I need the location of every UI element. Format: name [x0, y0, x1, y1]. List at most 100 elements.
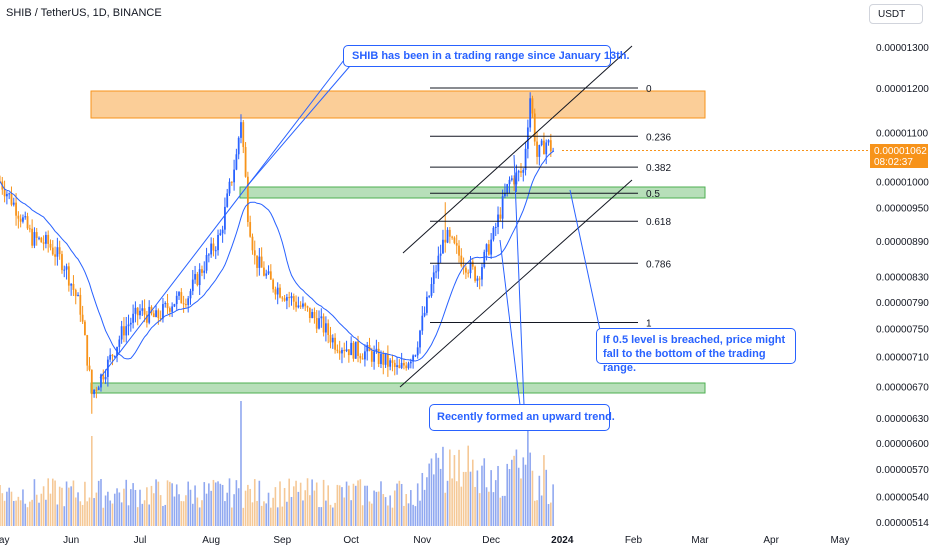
candle-body — [517, 171, 520, 173]
volume-bar — [387, 505, 389, 526]
candle-body — [403, 362, 405, 366]
y-axis: 0.00001300 0.00001200 0.00001100 0.00001000… — [876, 43, 929, 529]
candle-body — [283, 298, 286, 301]
candle-body — [361, 358, 364, 360]
candle-body — [522, 169, 525, 173]
candle-body — [375, 348, 378, 352]
candle-body — [453, 237, 456, 244]
volume-bar — [173, 496, 176, 526]
candle-body — [386, 353, 389, 367]
candle-body — [123, 326, 125, 336]
fib-level-label: 0.382 — [646, 163, 671, 174]
candle-body — [42, 242, 45, 244]
candle-body — [256, 255, 258, 268]
volume-bar — [251, 502, 254, 526]
current-price: 0.00001062 — [874, 146, 927, 157]
volume-bar — [113, 493, 116, 526]
candle-body — [74, 289, 77, 297]
candle-body — [84, 321, 86, 336]
candle-body — [67, 266, 70, 286]
currency-button[interactable]: USDT — [869, 4, 923, 24]
callout-pointer — [513, 154, 525, 406]
volume-bar — [435, 453, 437, 526]
candle-body — [483, 251, 486, 268]
callout-trend[interactable]: Recently formed an upward trend. — [429, 404, 615, 431]
volume-bar — [203, 482, 206, 526]
volume-bar — [150, 485, 153, 526]
volume-bar — [35, 494, 38, 526]
candle-body — [201, 269, 203, 273]
candle-body — [175, 295, 178, 305]
volume-bar — [139, 489, 141, 526]
candle-body — [267, 271, 270, 274]
volume-bar — [109, 500, 111, 526]
candle-body — [396, 365, 398, 367]
candle-body — [347, 349, 350, 356]
volume-bar — [68, 487, 70, 526]
candle-body — [65, 266, 68, 270]
volume-bar — [292, 486, 295, 526]
volume-bar — [219, 483, 222, 526]
callout-pointer — [569, 189, 601, 331]
candle-body — [24, 216, 27, 218]
callout-range[interactable]: SHIB has been in a trading range since J… — [343, 45, 630, 67]
candle-body — [228, 181, 231, 194]
y-tick-label: 0.00000950 — [876, 204, 929, 215]
volume-bar — [86, 501, 89, 526]
volume-bar — [81, 504, 84, 526]
volume-bar — [33, 479, 36, 526]
volume-bar — [320, 507, 323, 526]
candle-body — [398, 365, 401, 368]
candle-body — [435, 271, 437, 273]
volume-bar — [258, 480, 261, 526]
callout-breach[interactable]: If 0.5 level is breached, price might fa… — [596, 328, 796, 374]
volume-bar — [391, 507, 394, 526]
x-tick-label: Sep — [273, 535, 291, 546]
candle-body — [292, 296, 295, 302]
volume-bar — [359, 479, 362, 526]
candle-body — [288, 297, 291, 299]
candle-body — [207, 254, 210, 256]
candle-body — [460, 255, 463, 266]
volume-bars — [0, 401, 554, 526]
volume-bar — [352, 483, 355, 526]
volume-bar — [315, 482, 318, 526]
volume-bar — [171, 483, 173, 526]
candle-body — [258, 256, 261, 268]
candle-body — [439, 253, 442, 256]
candle-body — [481, 267, 483, 280]
volume-bar — [47, 478, 49, 526]
volume-bar — [130, 489, 132, 526]
volume-bar — [550, 502, 552, 526]
candle-body — [90, 369, 93, 395]
volume-bar — [116, 488, 118, 526]
volume-bar — [517, 467, 520, 526]
volume-bar — [10, 491, 13, 526]
candle-body — [269, 271, 272, 280]
candle-body — [302, 303, 304, 307]
candle-body — [331, 337, 334, 343]
x-tick-label: Oct — [343, 535, 359, 546]
volume-bar — [226, 492, 229, 526]
candle-body — [274, 289, 277, 295]
candle-body — [139, 310, 141, 316]
volume-bar — [274, 487, 277, 526]
candle-body — [97, 387, 100, 391]
callout-breach-text: If 0.5 level is breached, price might fa… — [603, 334, 786, 374]
candle-body — [244, 147, 247, 177]
x-tick-label: May — [831, 535, 850, 546]
volume-bar — [341, 487, 343, 526]
volume-bar — [297, 491, 300, 526]
fib-level-label: 0.5 — [646, 189, 660, 200]
fib-level-label: 1 — [646, 318, 652, 329]
candle-body — [12, 202, 15, 205]
volume-bar — [72, 480, 75, 526]
volume-bar — [412, 504, 414, 526]
candle-body — [430, 284, 433, 296]
candle-body — [499, 214, 502, 219]
candle-body — [421, 315, 424, 331]
y-tick-label: 0.00000600 — [876, 439, 929, 450]
volume-bar — [231, 507, 233, 526]
candle-body — [425, 296, 428, 313]
